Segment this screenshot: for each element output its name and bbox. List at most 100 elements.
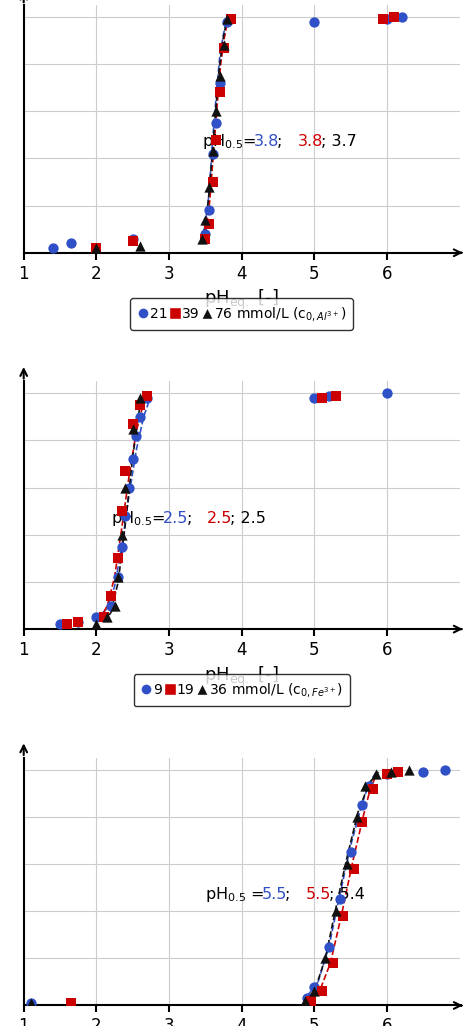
- Text: ;: ;: [285, 887, 296, 902]
- Point: [205, 202, 213, 219]
- Point: [373, 766, 380, 783]
- Text: 2.5: 2.5: [163, 511, 189, 525]
- Point: [307, 992, 315, 1009]
- Point: [198, 231, 206, 247]
- Point: [74, 614, 82, 630]
- Point: [27, 995, 35, 1012]
- Text: 3.8: 3.8: [298, 134, 323, 150]
- Point: [92, 609, 100, 626]
- Legend: 9, 19, 36 mmol/L (c$_{0,Fe^{3+}}$): 9, 19, 36 mmol/L (c$_{0,Fe^{3+}}$): [134, 674, 350, 706]
- Point: [212, 131, 220, 148]
- Point: [347, 844, 355, 861]
- Point: [129, 451, 137, 468]
- Point: [329, 955, 337, 972]
- Point: [144, 390, 151, 406]
- Point: [391, 8, 398, 25]
- Point: [212, 115, 220, 131]
- Point: [114, 569, 122, 586]
- Point: [144, 388, 151, 404]
- Point: [227, 11, 235, 28]
- Point: [111, 597, 118, 614]
- Point: [220, 39, 228, 55]
- Point: [129, 233, 137, 249]
- Point: [303, 990, 311, 1007]
- Point: [129, 416, 137, 432]
- Point: [223, 13, 231, 30]
- Point: [125, 479, 133, 496]
- Point: [310, 983, 318, 999]
- Point: [27, 995, 35, 1012]
- Point: [358, 797, 365, 814]
- Point: [209, 146, 217, 162]
- Point: [343, 856, 351, 872]
- Point: [216, 84, 224, 101]
- Legend: 21, 39, 76 mmol/L (c$_{0,Al^{3+}}$): 21, 39, 76 mmol/L (c$_{0,Al^{3+}}$): [130, 299, 353, 330]
- Point: [383, 766, 391, 783]
- Point: [92, 617, 100, 633]
- Point: [383, 11, 391, 28]
- Point: [136, 408, 144, 425]
- Point: [201, 226, 209, 242]
- Point: [64, 617, 71, 633]
- Point: [310, 13, 318, 30]
- Point: [318, 390, 326, 406]
- Text: ; 3.7: ; 3.7: [321, 134, 357, 150]
- Point: [205, 179, 213, 195]
- Point: [92, 240, 100, 256]
- Point: [133, 428, 140, 444]
- Point: [301, 992, 309, 1009]
- Text: 2.5: 2.5: [207, 511, 232, 525]
- Point: [216, 68, 224, 84]
- Point: [332, 903, 340, 919]
- Point: [136, 397, 144, 413]
- Point: [351, 861, 358, 877]
- Text: 5.5: 5.5: [306, 887, 331, 902]
- Point: [405, 761, 413, 778]
- X-axis label: pH$_\mathrm{eq.}$ [-]: pH$_\mathrm{eq.}$ [-]: [204, 288, 279, 312]
- Text: pH$_{0.5}$=: pH$_{0.5}$=: [202, 132, 256, 152]
- Point: [332, 388, 340, 404]
- Point: [369, 781, 376, 797]
- Point: [383, 766, 391, 783]
- Point: [92, 240, 100, 256]
- Text: ; 5.4: ; 5.4: [329, 887, 365, 902]
- Point: [394, 763, 402, 780]
- Point: [209, 173, 217, 190]
- Point: [67, 235, 75, 251]
- Point: [129, 231, 137, 247]
- Point: [325, 388, 333, 404]
- Point: [129, 421, 137, 437]
- Point: [223, 11, 231, 28]
- Point: [318, 983, 326, 999]
- Point: [321, 950, 329, 966]
- Point: [114, 550, 122, 566]
- Text: 3.8: 3.8: [254, 134, 280, 150]
- Text: ; 2.5: ; 2.5: [230, 511, 266, 525]
- Point: [362, 778, 369, 794]
- Point: [205, 216, 213, 233]
- Point: [358, 814, 365, 830]
- Point: [325, 939, 333, 955]
- Point: [56, 617, 64, 633]
- Point: [122, 508, 129, 524]
- Text: pH$_{0.5}$=: pH$_{0.5}$=: [111, 509, 165, 527]
- Point: [441, 761, 449, 778]
- Point: [398, 8, 405, 25]
- Point: [365, 778, 373, 794]
- Point: [336, 892, 344, 908]
- Text: pH$_{0.5}$ =: pH$_{0.5}$ =: [205, 885, 265, 904]
- Point: [74, 614, 82, 630]
- Point: [380, 11, 387, 28]
- Point: [220, 37, 228, 53]
- Point: [340, 908, 347, 924]
- Point: [212, 103, 220, 119]
- Point: [100, 609, 108, 626]
- X-axis label: pH$_\mathrm{eq.}$ [-]: pH$_\mathrm{eq.}$ [-]: [204, 665, 279, 688]
- Point: [201, 231, 209, 247]
- Point: [310, 979, 318, 995]
- Point: [209, 144, 217, 160]
- Text: ;: ;: [186, 511, 197, 525]
- Text: 5.5: 5.5: [262, 887, 287, 902]
- Point: [419, 763, 427, 780]
- Point: [107, 597, 115, 614]
